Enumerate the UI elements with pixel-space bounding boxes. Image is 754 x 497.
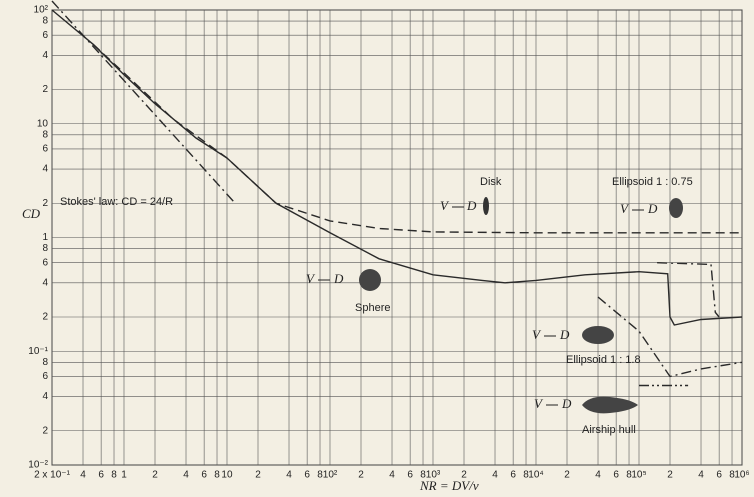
y-tick-label: 2 — [42, 84, 48, 95]
y-tick-label: 10⁻¹ — [28, 346, 48, 357]
y-tick-label: 6 — [42, 30, 48, 41]
series-label: Stokes' law: CD = 24/R — [60, 196, 173, 208]
diameter-label: D — [647, 201, 658, 216]
chart: 2 x 10⁻¹4681246810246810²246810³246810⁴2… — [0, 0, 754, 497]
series-label: Ellipsoid 1 : 0.75 — [612, 176, 693, 188]
x-tick-label: 10⁶ — [734, 470, 749, 481]
y-tick-label: 6 — [42, 371, 48, 382]
y-tick-label: 2 — [42, 425, 48, 436]
series-label: Sphere — [355, 302, 390, 314]
y-tick-label: 2 — [42, 312, 48, 323]
x-tick-label: 6 — [98, 470, 104, 481]
x-tick-label: 6 — [304, 470, 310, 481]
x-axis-label: NR = DV/ν — [419, 478, 479, 493]
x-tick-label: 8 — [111, 470, 117, 481]
y-tick-label: 4 — [42, 391, 48, 402]
x-tick-label: 1 — [121, 470, 127, 481]
x-tick-label: 6 — [201, 470, 207, 481]
y-tick-label: 2 — [42, 198, 48, 209]
y-tick-label: 8 — [42, 243, 48, 254]
y-tick-label: 4 — [42, 50, 48, 61]
x-tick-label: 2 x 10⁻¹ — [34, 470, 71, 481]
x-tick-label: 6 — [510, 470, 516, 481]
x-tick-label: 10⁵ — [631, 470, 646, 481]
ellipsoid-shape — [582, 326, 614, 344]
y-tick-label: 6 — [42, 144, 48, 155]
y-tick-label: 6 — [42, 257, 48, 268]
x-tick-label: 4 — [389, 470, 395, 481]
series-label: Ellipsoid 1 : 1.8 — [566, 354, 641, 366]
x-tick-label: 10² — [323, 470, 338, 481]
y-tick-label: 8 — [42, 16, 48, 27]
x-tick-label: 6 — [613, 470, 619, 481]
y-tick-label: 10⁻² — [28, 460, 48, 471]
ellipsoid-shape — [669, 198, 683, 218]
x-tick-label: 4 — [595, 470, 601, 481]
x-tick-label: 8 — [214, 470, 220, 481]
x-tick-label: 4 — [286, 470, 292, 481]
x-tick-label: 2 — [255, 470, 261, 481]
x-tick-label: 6 — [716, 470, 722, 481]
x-tick-label: 2 — [358, 470, 364, 481]
x-tick-label: 2 — [667, 470, 673, 481]
diameter-label: D — [559, 327, 570, 342]
series-label: Airship hull — [582, 424, 636, 436]
y-tick-label: 10² — [34, 5, 49, 16]
y-tick-label: 10 — [37, 118, 49, 129]
disk-shape — [483, 197, 489, 215]
diameter-label: D — [333, 271, 344, 286]
x-tick-label: 4 — [492, 470, 498, 481]
x-tick-label: 4 — [698, 470, 704, 481]
y-tick-label: 4 — [42, 164, 48, 175]
sphere-shape — [359, 269, 381, 291]
x-tick-label: 4 — [80, 470, 86, 481]
diameter-label: D — [561, 396, 572, 411]
y-axis-label: CD — [22, 206, 41, 221]
x-tick-label: 10 — [221, 470, 233, 481]
x-tick-label: 10⁴ — [528, 470, 543, 481]
diameter-label: D — [466, 198, 477, 213]
y-tick-label: 4 — [42, 277, 48, 288]
x-tick-label: 6 — [407, 470, 413, 481]
series-label: Disk — [480, 176, 502, 188]
y-tick-label: 1 — [42, 232, 48, 243]
x-tick-label: 2 — [564, 470, 570, 481]
y-tick-label: 8 — [42, 129, 48, 140]
x-tick-label: 2 — [152, 470, 158, 481]
x-tick-label: 4 — [183, 470, 189, 481]
y-tick-label: 8 — [42, 357, 48, 368]
